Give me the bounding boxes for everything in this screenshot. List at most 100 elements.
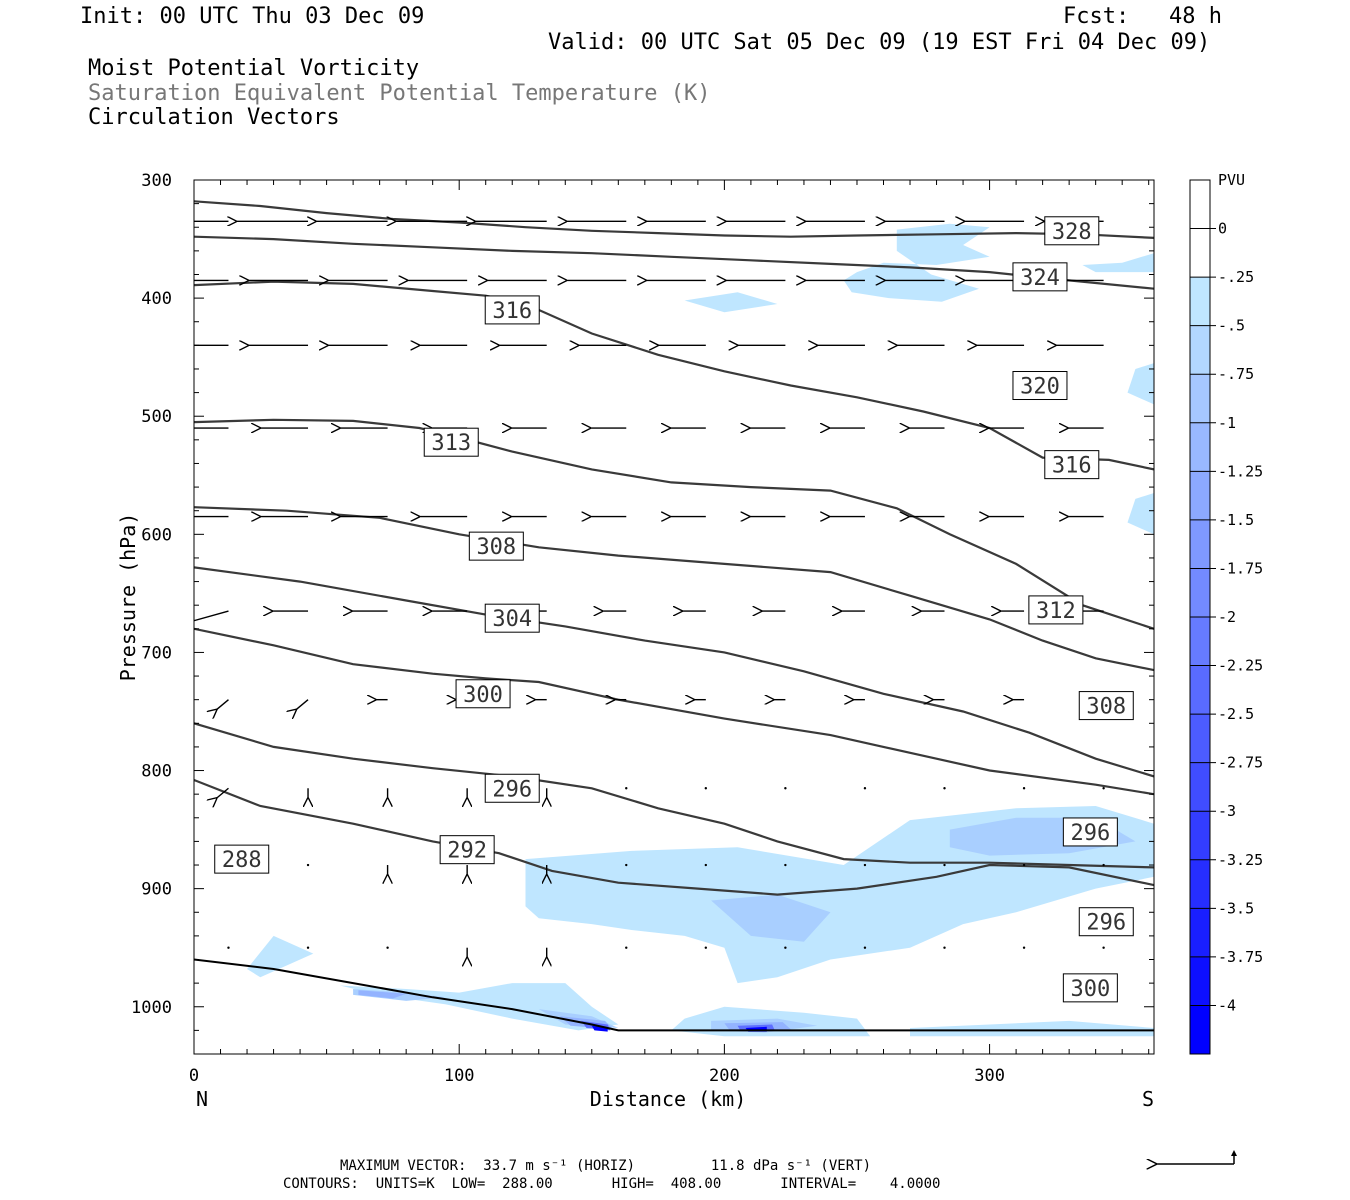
x-tick-label: 300 — [974, 1066, 1005, 1086]
colorbar-swatch — [1190, 325, 1210, 375]
contour-label-text: 300 — [463, 683, 503, 708]
colorbar-swatch — [1190, 617, 1210, 666]
forecast-hour: Fcst: 48 h — [1063, 4, 1222, 29]
contour-label-text: 328 — [1052, 220, 1092, 245]
colorbar-label: -.75 — [1218, 365, 1254, 383]
field-title-mpv: Moist Potential Vorticity — [88, 56, 420, 81]
y-tick-label: 700 — [141, 643, 172, 663]
y-tick-label: 900 — [141, 880, 172, 900]
contour-308 — [194, 566, 1154, 778]
y-tick-label: 800 — [141, 762, 172, 782]
vector-dot — [386, 946, 389, 949]
vector-dot — [704, 946, 708, 949]
pv-region — [1127, 493, 1154, 535]
colorbar-swatch — [1190, 714, 1210, 763]
contour-label-box — [423, 427, 479, 457]
colorbar-label: -2.5 — [1218, 705, 1254, 723]
contour-label-text: 288 — [222, 848, 262, 873]
colorbar-swatch — [1190, 1005, 1210, 1054]
vector-dot — [784, 787, 787, 790]
x-tick-label: 0 — [189, 1066, 199, 1086]
contour-label-text: 304 — [492, 607, 532, 632]
colorbar-label: -.5 — [1218, 317, 1245, 335]
contour-label-box — [214, 844, 270, 874]
pv-region — [591, 1025, 608, 1032]
colorbar-label: -1.5 — [1218, 511, 1254, 529]
contour-label-box — [1078, 907, 1134, 937]
contour-296 — [194, 778, 1154, 896]
pv-region — [684, 292, 778, 313]
contour-label-text: 292 — [447, 839, 487, 864]
y-tick-label: 600 — [141, 525, 172, 545]
contour-328 — [194, 200, 1154, 239]
plot-axes: 300 400 500 600 700 800 900 1000 0 100 200 300 Dista… — [116, 171, 1155, 1111]
vector-dot — [863, 863, 867, 867]
contour-label-text: 308 — [1086, 695, 1126, 720]
vector-dot — [625, 863, 628, 867]
contour-label-box — [1012, 371, 1068, 401]
terrain-line — [194, 958, 1154, 1032]
vector-dot — [704, 863, 708, 867]
pv-region — [711, 894, 831, 942]
colorbar-swatch — [1190, 374, 1210, 423]
contour-label-box — [1062, 817, 1118, 847]
contour-label-text: 316 — [1052, 454, 1092, 479]
contour-label-box — [455, 679, 511, 709]
colorbar-swatch — [1190, 228, 1210, 278]
contour-320 — [194, 280, 1154, 471]
contour-label-text: 300 — [1070, 977, 1110, 1002]
colorbar-label: -3 — [1218, 802, 1236, 820]
contour-label-text: 308 — [476, 535, 516, 560]
colorbar-swatch — [1190, 956, 1210, 1006]
vector-arrow — [296, 699, 309, 710]
south-label: S — [1142, 1087, 1154, 1111]
contour-316 — [194, 418, 1154, 630]
vector-dot — [1102, 946, 1105, 949]
contour-label-text: 316 — [492, 299, 532, 324]
contour-label-text: 312 — [1036, 599, 1076, 624]
theta-e-contours — [194, 200, 1154, 1032]
colorbar-label: -2.25 — [1218, 657, 1263, 675]
colorbar-label: -3.5 — [1218, 899, 1254, 917]
y-tick-label: 400 — [141, 289, 172, 309]
colorbar-title: PVU — [1218, 171, 1245, 189]
contour-label-box — [1044, 216, 1100, 246]
vector-dot — [943, 787, 946, 790]
north-label: N — [196, 1087, 208, 1111]
max-vector-text: MAXIMUM VECTOR: 33.7 m s⁻¹ (HORIZ) 11.8 … — [340, 1158, 872, 1174]
contour-label-box — [1062, 973, 1118, 1003]
vector-dot — [625, 946, 628, 949]
plot-frame — [193, 179, 1155, 1055]
vector-dot — [625, 787, 628, 790]
x-axis-label: Distance (km) — [590, 1087, 747, 1111]
vector-arrow — [194, 610, 229, 621]
vector-dot — [784, 946, 787, 949]
colorbar-label: -1 — [1218, 414, 1236, 432]
contour-label-text: 320 — [1020, 375, 1060, 400]
reference-vector — [1156, 1150, 1237, 1164]
contour-label-box — [1078, 691, 1134, 721]
vector-dot — [306, 863, 310, 867]
vector-dot — [1022, 787, 1026, 790]
vector-dot — [943, 863, 946, 867]
colorbar-swatch — [1190, 180, 1210, 229]
colorbar-label: -1.25 — [1218, 462, 1263, 480]
vector-dot — [943, 946, 946, 949]
reference-vertical-head — [1231, 1150, 1237, 1156]
colorbar-label: -1.75 — [1218, 559, 1263, 577]
colorbar-label: -.25 — [1218, 268, 1254, 286]
contour-label-text: 324 — [1020, 266, 1060, 291]
contour-label-box — [439, 835, 495, 865]
y-tick-label: 300 — [141, 171, 172, 191]
colorbar-swatch — [1190, 859, 1210, 909]
y-tick-label: 1000 — [131, 998, 172, 1018]
contour-label-box — [484, 603, 540, 633]
pv-region — [358, 990, 407, 999]
colorbar-label: -2.75 — [1218, 754, 1263, 772]
contour-label-box — [484, 295, 540, 325]
vector-dot — [1022, 946, 1026, 949]
vector-dot — [1102, 863, 1105, 867]
colorbar-swatch — [1190, 471, 1210, 520]
colorbar-label: -3.25 — [1218, 851, 1263, 869]
